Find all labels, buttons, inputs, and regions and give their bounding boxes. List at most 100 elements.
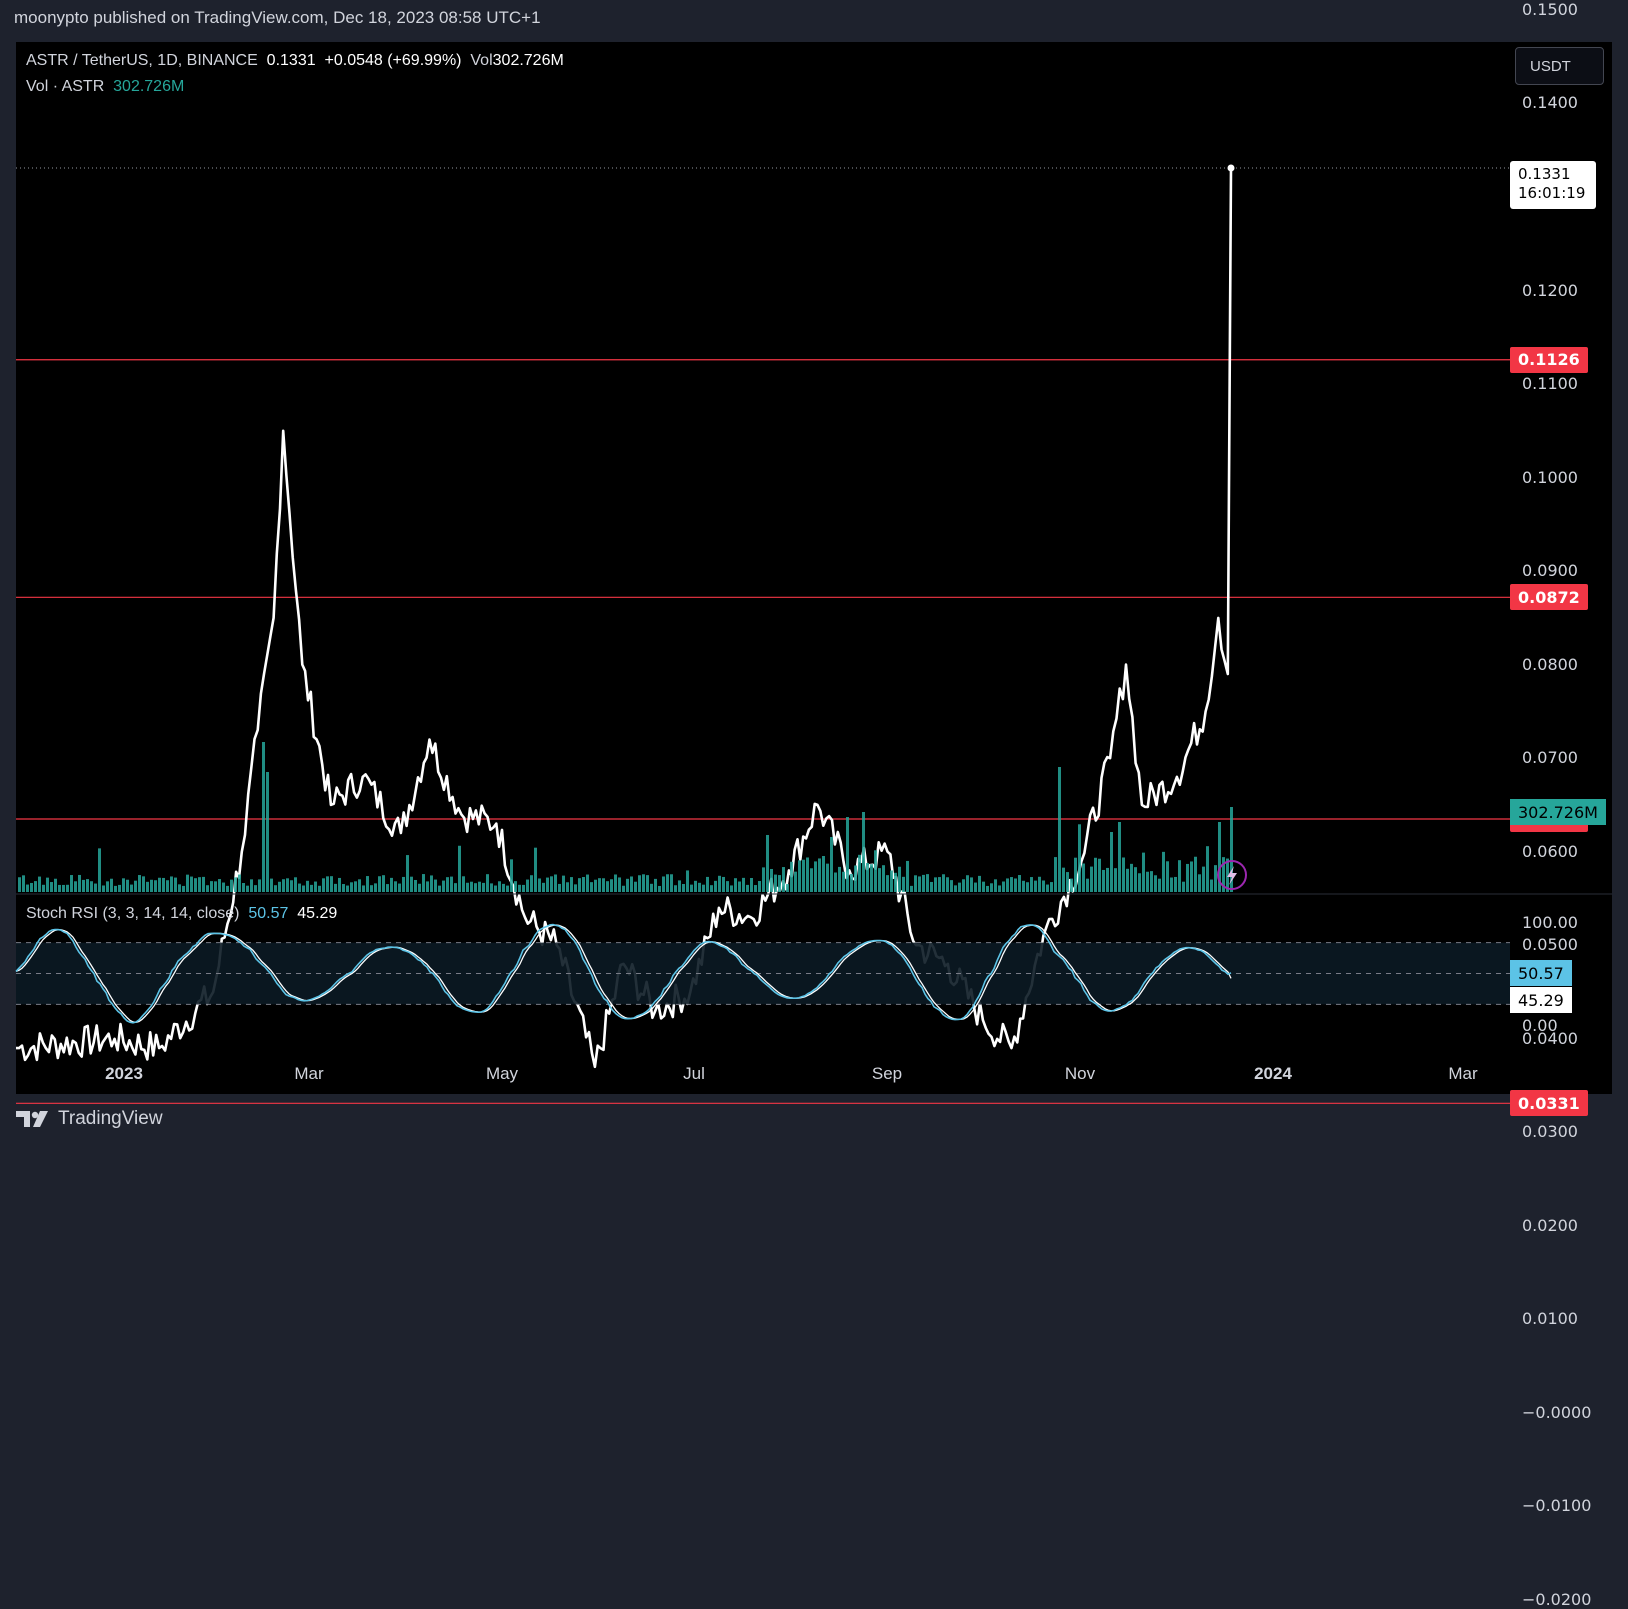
volume-bar: [142, 876, 145, 892]
volume-bar: [938, 877, 941, 892]
volume-bar: [1014, 878, 1017, 892]
volume-bar: [314, 881, 317, 892]
volume-bar: [842, 871, 845, 892]
volume-bar: [1062, 867, 1065, 892]
volume-bar: [122, 878, 125, 892]
volume-bar: [1198, 874, 1201, 892]
volume-bar: [146, 881, 149, 892]
volume-bar: [1090, 866, 1093, 892]
volume-bar: [534, 847, 537, 892]
volume-bar: [838, 866, 841, 892]
volume-bar: [326, 876, 329, 892]
time-axis-label: Mar: [294, 1064, 324, 1083]
volume-bar: [98, 848, 101, 892]
volume-bar: [702, 884, 705, 892]
volume-bar: [750, 877, 753, 892]
volume-bar: [242, 882, 245, 892]
volume-bar: [402, 876, 405, 892]
lightning-icon: [1227, 866, 1237, 885]
price-line: [16, 167, 1233, 1069]
volume-bar: [162, 877, 165, 892]
volume-bar: [558, 883, 561, 892]
volume-bar: [646, 875, 649, 892]
volume-bar: [638, 875, 641, 892]
volume-bar: [26, 884, 29, 892]
volume-bar: [738, 881, 741, 892]
volume-bar: [114, 885, 117, 892]
volume-bar: [1074, 857, 1077, 892]
volume-bar: [406, 855, 409, 892]
price-axis-label: 0.0600: [1522, 841, 1578, 861]
volume-bar: [298, 883, 301, 892]
volume-bar: [830, 837, 833, 892]
volume-bar: [522, 884, 525, 892]
volume-bar: [182, 885, 185, 892]
volume-bar: [306, 880, 309, 892]
volume-bar: [886, 875, 889, 892]
vol-label: Vol: [470, 52, 493, 69]
volume-bar: [278, 881, 281, 892]
volume-bar: [894, 872, 897, 892]
level-price-tag: 0.0331: [1510, 1090, 1588, 1117]
volume-bar: [810, 868, 813, 892]
volume-bar: [226, 885, 229, 892]
volume-bar: [302, 885, 305, 892]
volume-bar: [426, 881, 429, 892]
price-axis-label: 0.0400: [1522, 1028, 1578, 1048]
volume-bar: [334, 883, 337, 892]
volume-bar: [230, 879, 233, 892]
currency-button[interactable]: USDT: [1515, 47, 1604, 85]
volume-bar: [1022, 880, 1025, 892]
volume-bar: [766, 834, 769, 892]
volume-bar: [470, 881, 473, 892]
volume-bar: [846, 817, 849, 892]
tradingview-logo[interactable]: TradingView: [14, 1108, 163, 1130]
volume-bar: [330, 876, 333, 892]
volume-legend: Vol · ASTR 302.726M: [26, 78, 184, 96]
volume-bar: [1010, 877, 1013, 892]
volume-bar: [1158, 878, 1161, 892]
volume-bar: [338, 877, 341, 892]
vol-value: 302.726M: [492, 52, 564, 69]
volume-bar: [1230, 807, 1233, 892]
volume-bar: [918, 876, 921, 892]
price-axis-label: 0.1400: [1522, 93, 1578, 113]
rsi-label[interactable]: Stoch RSI (3, 3, 14, 14, close): [26, 905, 240, 922]
volume-bar: [538, 878, 541, 892]
volume-bar: [118, 884, 121, 892]
price-axis-label: 0.0100: [1522, 1309, 1578, 1329]
volume-bar: [654, 878, 657, 892]
volume-bar: [502, 883, 505, 892]
volume-bar: [518, 884, 521, 892]
volume-bar: [574, 884, 577, 892]
volume-bar: [606, 881, 609, 892]
volume-bar: [170, 876, 173, 892]
volume-bar: [774, 874, 777, 892]
price-axis-label: 0.1500: [1522, 0, 1578, 19]
volume-bar: [954, 885, 957, 892]
price-axis-label: 0.0200: [1522, 1215, 1578, 1235]
price-axis-label: 0.0300: [1522, 1122, 1578, 1142]
volume-bar: [670, 874, 673, 892]
chart-area[interactable]: [16, 42, 1612, 1094]
volume-bar: [758, 881, 761, 892]
volume-bar: [566, 882, 569, 892]
time-axis-label: Mar: [1448, 1064, 1478, 1083]
level-price-tag: 0.1126: [1510, 346, 1588, 373]
rsi-legend: Stoch RSI (3, 3, 14, 14, close) 50.57 45…: [26, 905, 337, 923]
volume-bar: [342, 884, 345, 892]
vol-line-label[interactable]: Vol · ASTR: [26, 78, 105, 95]
volume-bar: [626, 878, 629, 892]
volume-bar: [42, 884, 45, 892]
volume-bar: [802, 859, 805, 892]
volume-bar: [110, 878, 113, 892]
volume-bar: [586, 874, 589, 892]
price-axis-label: 0.1200: [1522, 280, 1578, 300]
time-axis-label: Nov: [1064, 1064, 1096, 1083]
volume-bar: [878, 868, 881, 892]
volume-bar: [782, 867, 785, 892]
volume-bar: [870, 864, 873, 892]
symbol-name[interactable]: ASTR / TetherUS, 1D, BINANCE: [26, 52, 258, 69]
rsi-k-value: 50.57: [248, 905, 289, 922]
volume-bar: [514, 881, 517, 892]
